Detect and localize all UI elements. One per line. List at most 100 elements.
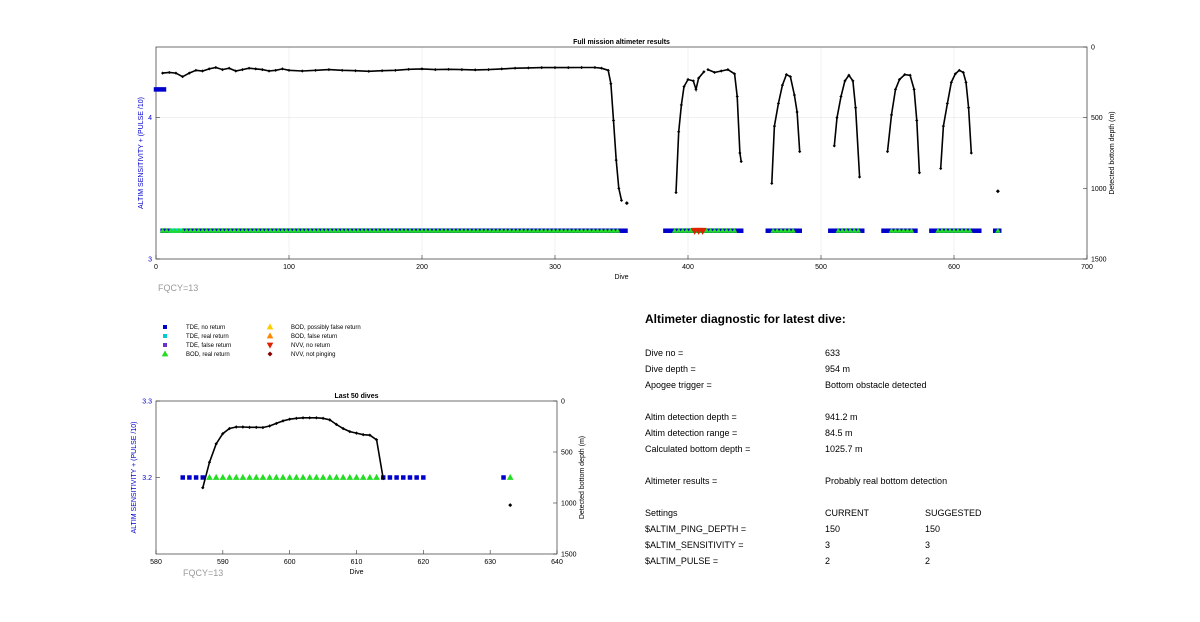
full-depth-point [770,181,774,185]
last50-depth-point [221,431,225,436]
full-marker-bod_real_return [888,227,895,233]
full-depth-point [847,73,851,77]
full-y-right-tick-label: 500 [1091,115,1103,122]
legend-label: TDE, no return [186,325,225,331]
setting-suggested: 150 [925,524,941,534]
full-marker-bod_real_return [267,227,274,233]
full-marker-bod_real_return [431,227,437,233]
full-marker-bod_real_return [167,227,174,233]
full-x-tick-label: 300 [549,264,561,271]
full-depth-point [447,67,451,71]
full-depth-line [771,73,801,184]
full-depth-line [707,68,742,162]
full-depth-point [969,151,973,155]
full-depth-point [967,106,971,110]
full-depth-point [682,84,686,89]
diagnostic-row: Altim detection range = 84.5 m [645,428,1065,440]
full-depth-point [274,68,278,72]
last50-depth-point [207,460,212,464]
full-marker-bod_real_return [235,227,242,233]
full-depth-point [433,68,437,72]
last50-y-right-tick-label: 1000 [561,501,577,508]
last50-marker-bod-real-return [259,473,267,480]
full-marker-bod_real_return [610,227,617,233]
settings-header-row: Settings CURRENT SUGGESTED [645,508,1065,520]
last50-marker-bod-real-return [506,473,514,480]
full-depth-point [835,116,839,120]
full-depth-point [784,72,789,77]
full-y-right-tick-label: 0 [1091,45,1095,52]
full-marker-bod_real_return [683,227,690,233]
full-marker-bod_real_return [582,227,589,233]
diagnostic-row: Altimeter results = Probably real bottom… [645,476,1065,488]
full-marker-bod_real_return [219,227,226,233]
full-depth-point [915,118,919,123]
diagnostic-label: Dive no = [645,348,684,358]
full-depth-line [833,73,861,178]
full-marker-bod_real_return [522,227,529,233]
full-marker-bod_real_return [463,227,469,233]
diagnostic-label: Calculated bottom depth = [645,444,751,454]
full-marker-bod_real_return [900,227,907,233]
full-marker-bod_real_return [896,227,903,233]
full-depth-point [580,65,584,70]
full-depth-point [889,113,894,117]
last50-y-right-tick-label: 500 [561,450,573,457]
last50-depth-point [368,433,372,437]
full-marker-bod_real_return [251,227,258,233]
full-depth-point [314,68,318,72]
setting-label: $ALTIM_PULSE = [645,556,719,566]
full-depth-point [227,66,231,70]
full-marker-bod_real_return [487,227,493,233]
last50-marker-bod-real-return [353,473,360,480]
full-depth-point [686,77,690,82]
full-marker-bod_real_return [507,227,513,233]
full-marker-bod_real_return [211,227,218,233]
full-depth-point [832,144,836,148]
last50-marker-bod-real-return [266,473,273,480]
full-y-left-tick-label: 4 [148,115,152,122]
full-marker-bod_real_return [959,227,965,233]
last50-x-tick-label: 630 [484,559,496,566]
full-marker-bod_real_return [558,227,565,233]
full-marker-bod_real_return [207,227,214,233]
full-marker-bod_real_return [598,227,605,233]
full-depth-point [240,68,245,72]
full-depth-point [735,94,739,99]
full-marker-bod_real_return [530,227,537,233]
last50-marker-bod-real-return [366,473,374,480]
last50-marker-bod-real-return [313,473,320,480]
full-depth-point [839,94,843,99]
full-marker-bod_real_return [774,227,780,233]
diagnostic-label: Dive depth = [645,364,696,374]
full-marker-bod_real_return [562,227,569,233]
full-depth-point [167,70,171,75]
diagnostic-value: Bottom obstacle detected [825,380,927,390]
full-depth-point [772,124,777,128]
legend-label: NVV, no return [291,343,330,349]
full-marker-bod_real_return [435,227,441,233]
full-depth-point [912,87,916,91]
full-marker-bod_real_return [407,227,413,233]
last50-marker-tde-no-return [401,475,406,480]
last50-depth-point [241,425,245,429]
last50-marker-tde-no-return [200,475,206,480]
full-depth-point [713,70,717,75]
last50-depth-point [201,486,205,490]
full-marker-bod_real_return [570,227,577,233]
last50-depth-point [374,438,379,442]
full-marker-bod_real_return [707,227,714,233]
full-depth-point [593,65,597,70]
full-depth-point [843,79,847,83]
full-depth-point [599,66,604,70]
full-marker-bod_real_return [391,227,397,233]
full-depth-point [611,118,616,123]
full-depth-point [738,151,742,155]
full-depth-point [617,186,621,190]
full-depth-point [174,71,178,75]
full-marker-bod_real_return [419,227,425,233]
last50-depth-point [314,416,319,420]
full-marker-bod_real_return [675,227,682,233]
full-marker-bod_real_return [323,227,329,233]
full-marker-bod_real_return [590,227,597,233]
